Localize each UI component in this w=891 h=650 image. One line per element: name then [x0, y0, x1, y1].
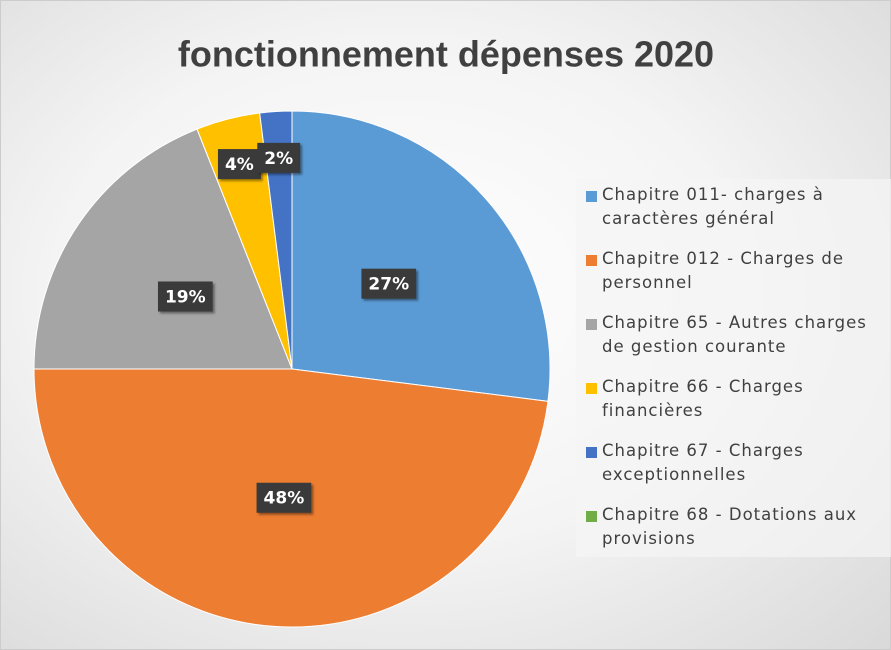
legend-swatch: [586, 255, 597, 266]
legend-label: Chapitre 68 - Dotations aux provisions: [602, 505, 858, 548]
chart-title: fonctionnement dépenses 2020: [178, 34, 714, 75]
legend-swatch: [586, 383, 597, 394]
legend-label: Chapitre 67 - Charges exceptionnelles: [602, 441, 804, 484]
legend-item: Chapitre 67 - Charges exceptionnelles: [576, 439, 877, 487]
data-label: 4%: [217, 149, 261, 180]
data-label: 19%: [157, 281, 213, 312]
pie-slice: [259, 110, 293, 370]
data-label-box: [217, 149, 261, 180]
legend-item: Chapitre 012 - Charges de personnel: [576, 247, 877, 295]
legend-swatch: [586, 511, 597, 522]
data-label: 27%: [361, 268, 417, 299]
data-label-box: [256, 482, 312, 513]
legend-swatch: [586, 319, 597, 330]
legend-label: Chapitre 66 - Charges financières: [602, 377, 804, 420]
legend-label: Chapitre 65 - Autres charges de gestion …: [602, 313, 867, 356]
data-label-text: 19%: [165, 287, 206, 307]
legend-item: Chapitre 66 - Charges financières: [576, 375, 877, 423]
data-label-text: 48%: [264, 489, 305, 509]
data-label-text: 4%: [225, 155, 254, 175]
pie-slice: [33, 128, 293, 370]
data-label: 2%: [257, 142, 301, 173]
legend: Chapitre 011- charges à caractères génér…: [576, 179, 891, 557]
legend-item: Chapitre 68 - Dotations aux provisions: [576, 503, 877, 551]
legend-label: Chapitre 011- charges à caractères génér…: [602, 185, 824, 228]
data-label-text: 27%: [368, 275, 409, 295]
pie-slice: [291, 110, 551, 402]
data-label-box: [257, 142, 301, 173]
legend-swatch: [586, 191, 597, 202]
legend-item: Chapitre 65 - Autres charges de gestion …: [576, 311, 877, 359]
legend-swatch: [586, 447, 597, 458]
data-label-box: [157, 281, 213, 312]
legend-label: Chapitre 012 - Charges de personnel: [602, 249, 845, 292]
legend-item: Chapitre 011- charges à caractères génér…: [576, 183, 877, 231]
data-label: 48%: [256, 482, 312, 513]
data-label-box: [361, 268, 417, 299]
data-label-text: 2%: [264, 149, 293, 169]
